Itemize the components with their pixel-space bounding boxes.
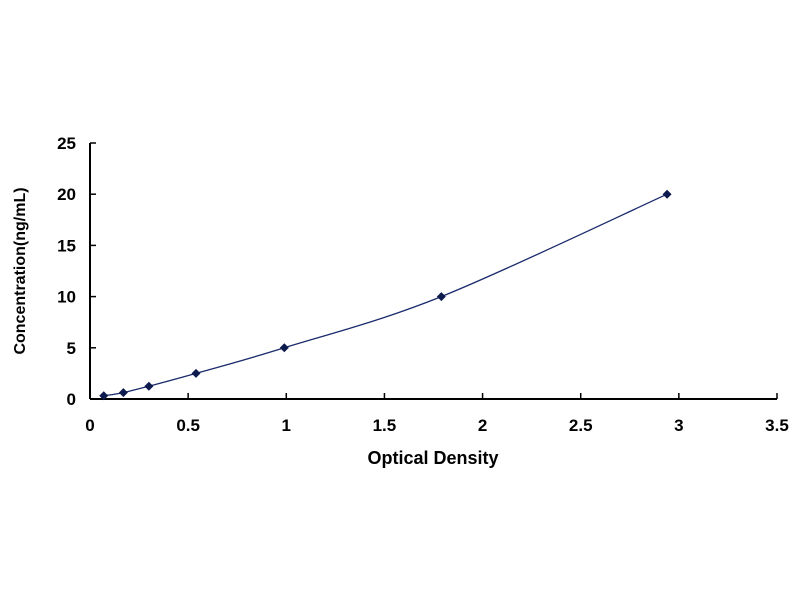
y-tick-label: 10 [57,288,76,307]
x-tick-label: 0.5 [176,416,200,435]
x-tick-label: 2.5 [569,416,593,435]
x-tick-label: 2 [478,416,487,435]
data-point-diamond [118,388,128,398]
tick-labels: 0 0.5 1 1.5 2 2.5 3 3.5 0 5 10 15 20 25 [57,134,789,435]
data-point-diamond [662,189,672,199]
y-tick-label: 5 [67,339,76,358]
data-point-diamond [191,368,201,378]
data-point-diamond [436,292,446,302]
y-axis-label: Concentration(ng/mL) [12,187,29,354]
y-tick-label: 0 [67,390,76,409]
x-tick-label: 3.5 [765,416,789,435]
fit-curve [103,193,668,397]
x-tick-label: 0 [85,416,94,435]
data-point-diamond [99,391,109,401]
data-point-diamond [279,343,289,353]
y-tick-label: 25 [57,134,76,153]
axes [89,142,778,400]
y-tick-label: 15 [57,236,76,255]
y-tick-label: 20 [57,185,76,204]
x-tick-label: 1.5 [373,416,397,435]
x-tick-label: 1 [282,416,291,435]
data-points [99,189,672,401]
x-tick-label: 3 [674,416,683,435]
x-axis-label: Optical Density [367,448,498,468]
data-point-diamond [144,381,154,391]
